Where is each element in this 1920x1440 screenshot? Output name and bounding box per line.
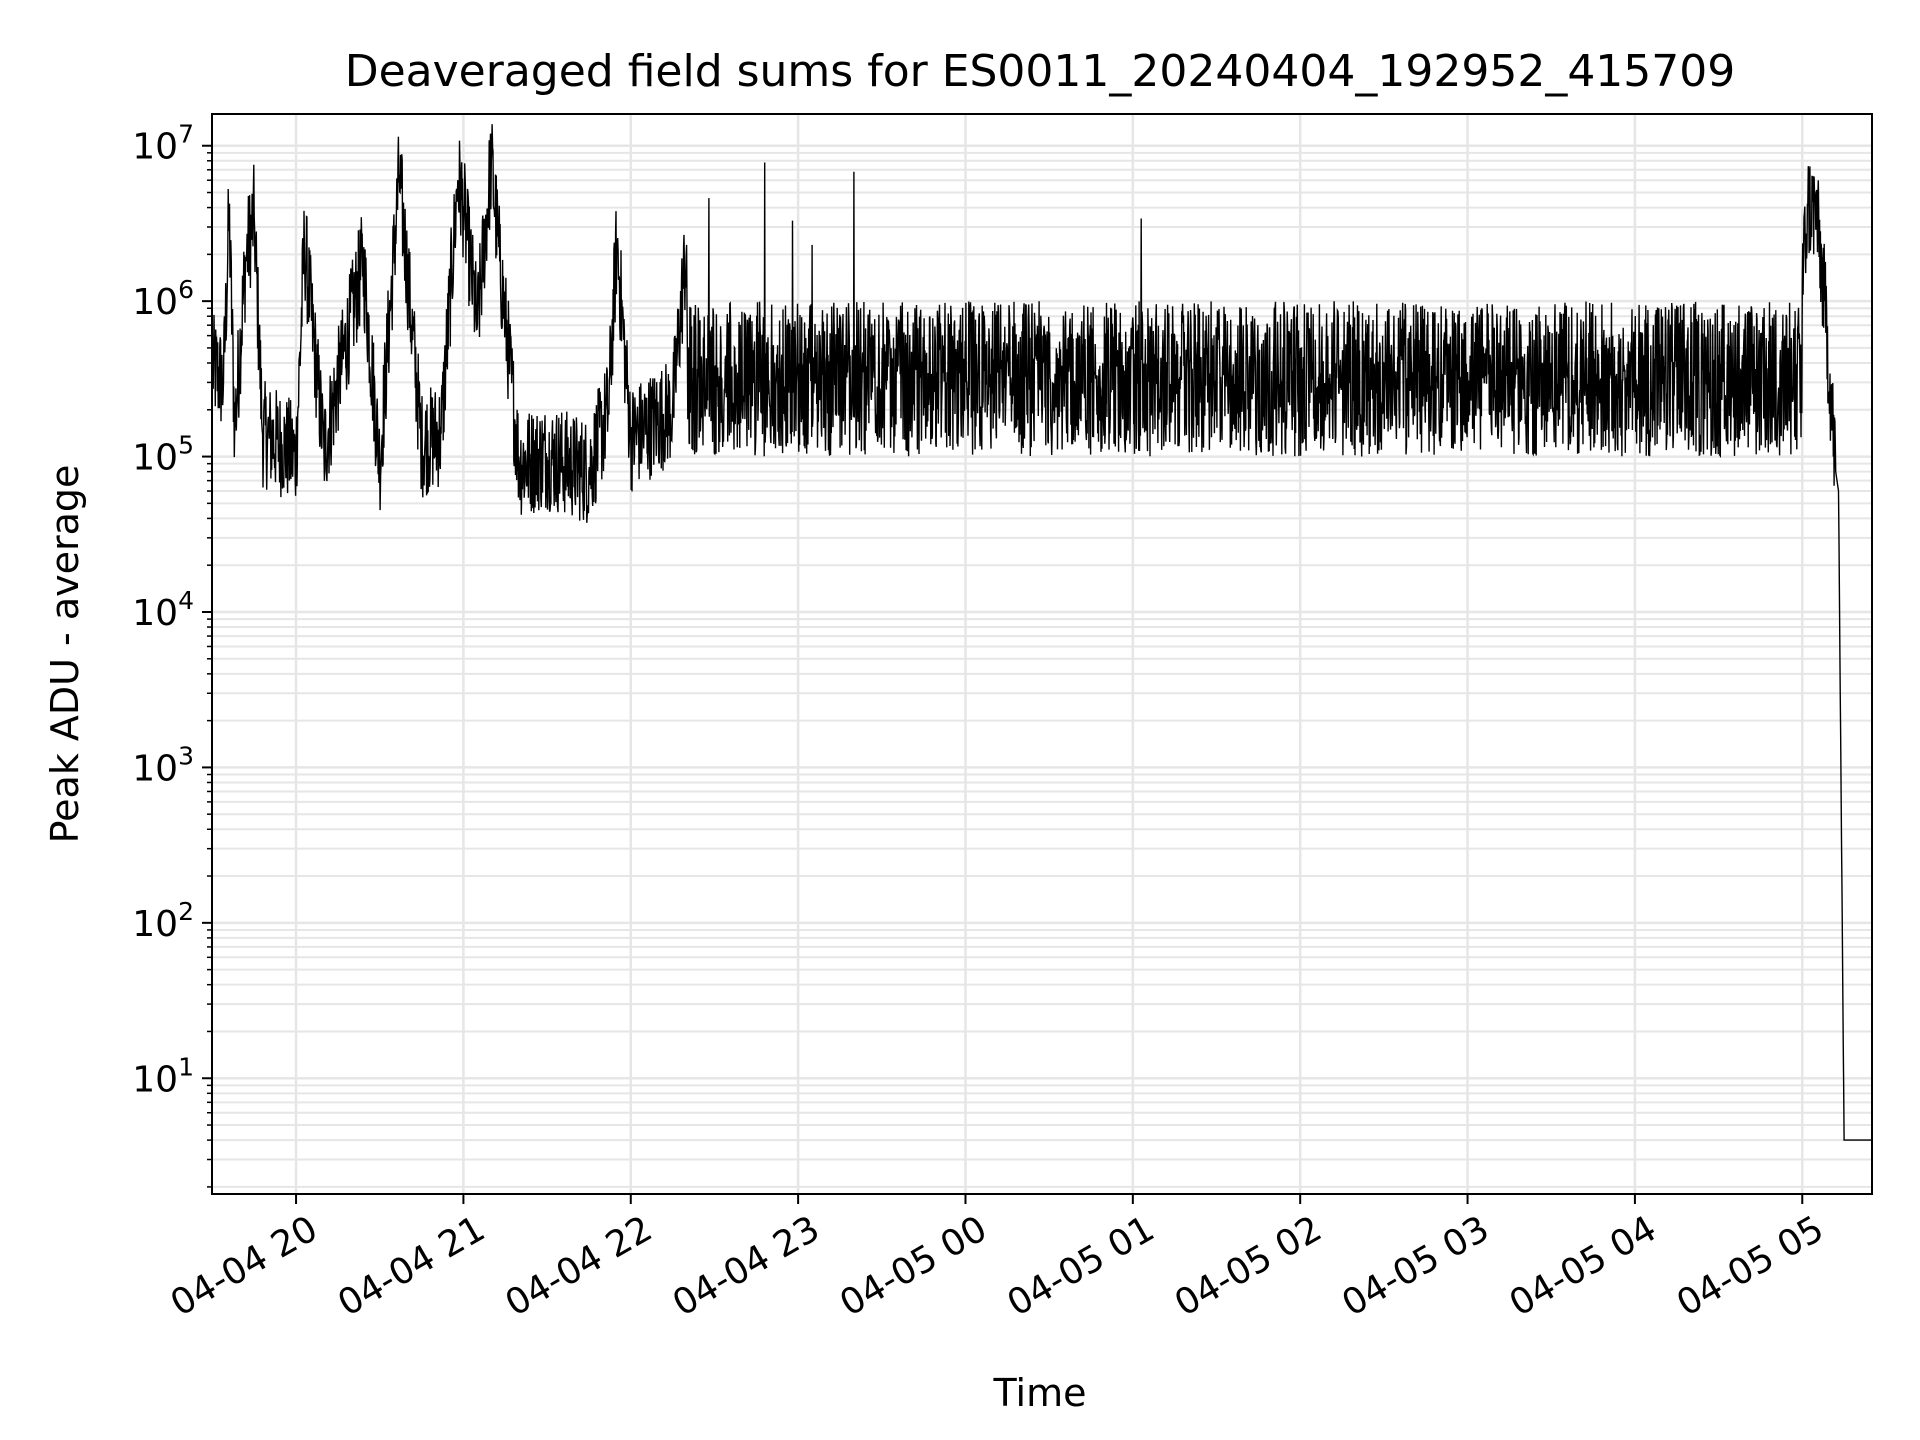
series-line: [211, 124, 1872, 1141]
plot-frame: [211, 113, 1873, 1195]
y-tick-label: 101: [132, 1052, 194, 1100]
y-tick-label: 106: [132, 275, 194, 323]
y-tick-label: 103: [132, 741, 194, 789]
chart-title: Deaveraged field sums for ES0011_2024040…: [345, 46, 1736, 97]
grid: [212, 114, 1872, 1194]
y-axis: 101 102 103 104 105 106 107: [132, 120, 212, 1188]
y-axis-label: Peak ADU - average: [43, 465, 87, 844]
y-tick-label: 102: [132, 897, 194, 945]
series-layer: [211, 124, 1872, 1141]
y-tick-label: 107: [132, 120, 194, 168]
x-axis-label: Time: [993, 1371, 1087, 1415]
y-tick-label: 104: [132, 586, 194, 634]
y-tick-label: 105: [132, 431, 194, 479]
